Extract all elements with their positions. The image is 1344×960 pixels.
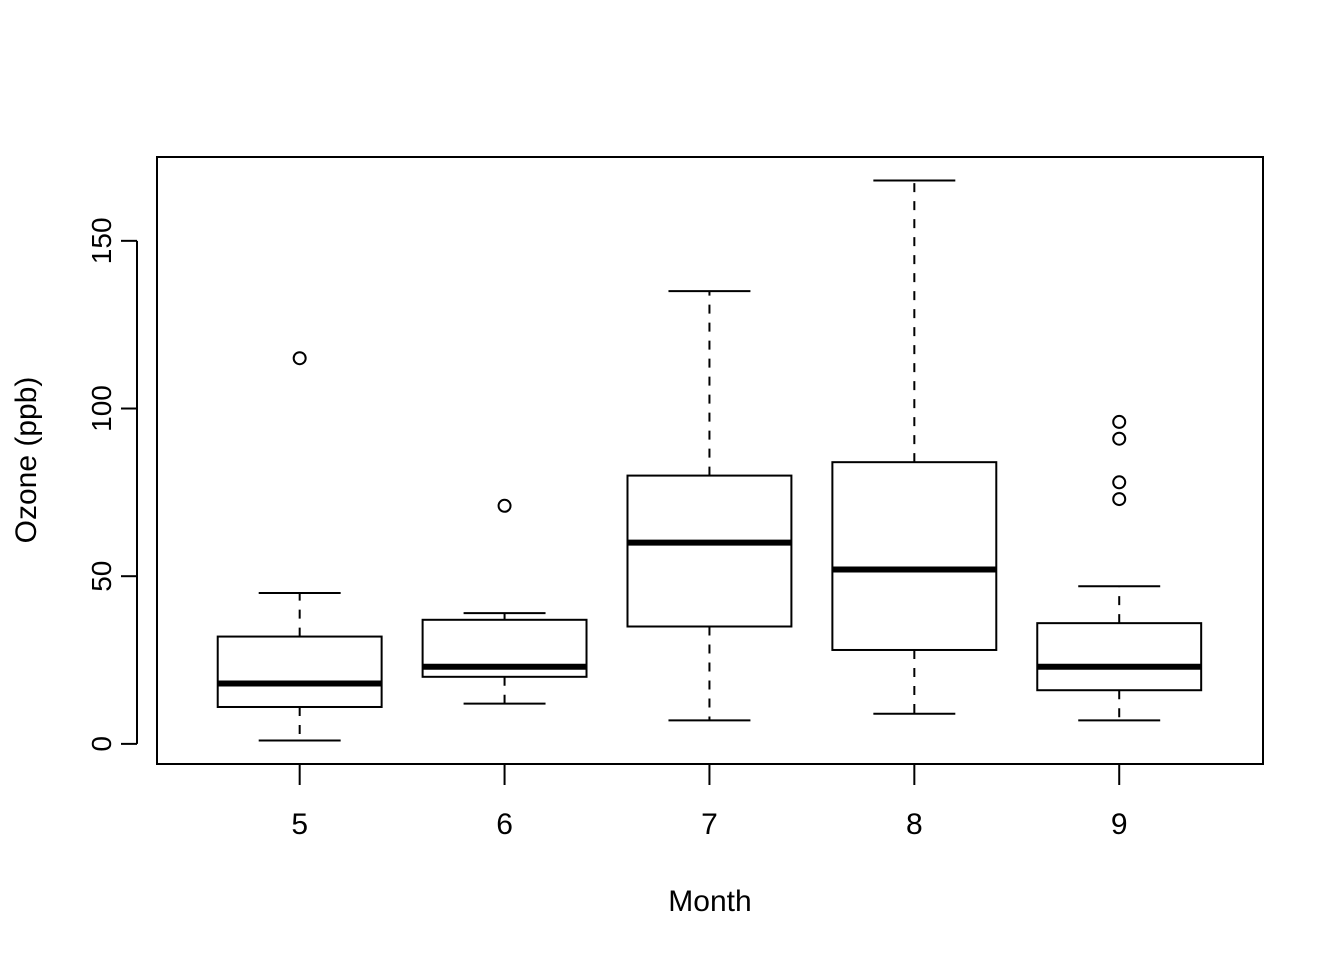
box-group xyxy=(1036,414,1203,722)
box-group xyxy=(831,179,998,715)
y-tick-label: 150 xyxy=(86,217,117,264)
outlier-point xyxy=(1112,414,1127,429)
box-series xyxy=(216,179,1203,742)
outlier-point xyxy=(1112,492,1127,507)
x-tick-label: 8 xyxy=(906,808,923,841)
y-tick-label: 0 xyxy=(86,736,117,752)
y-axis-label: Ozone (ppb) xyxy=(10,377,43,544)
box-group xyxy=(626,290,793,722)
y-tick-label: 50 xyxy=(86,561,117,592)
outlier-point xyxy=(1112,431,1127,446)
x-tick-label: 6 xyxy=(496,808,513,841)
outlier-point xyxy=(292,351,307,366)
box xyxy=(831,461,998,651)
box-group xyxy=(421,498,588,705)
box xyxy=(216,635,383,708)
outlier-point xyxy=(497,498,512,513)
box xyxy=(626,474,793,628)
x-tick-label: 7 xyxy=(701,808,718,841)
box xyxy=(1036,622,1203,692)
x-axis: 5 6 7 8 9 xyxy=(291,763,1128,841)
x-tick-label: 5 xyxy=(291,808,308,841)
box-group xyxy=(216,351,383,742)
y-tick-label: 100 xyxy=(86,385,117,432)
outlier-point xyxy=(1112,475,1127,490)
y-axis: 0 50 100 150 xyxy=(86,217,138,752)
x-tick-label: 9 xyxy=(1111,808,1128,841)
x-axis-label: Month xyxy=(668,885,751,918)
